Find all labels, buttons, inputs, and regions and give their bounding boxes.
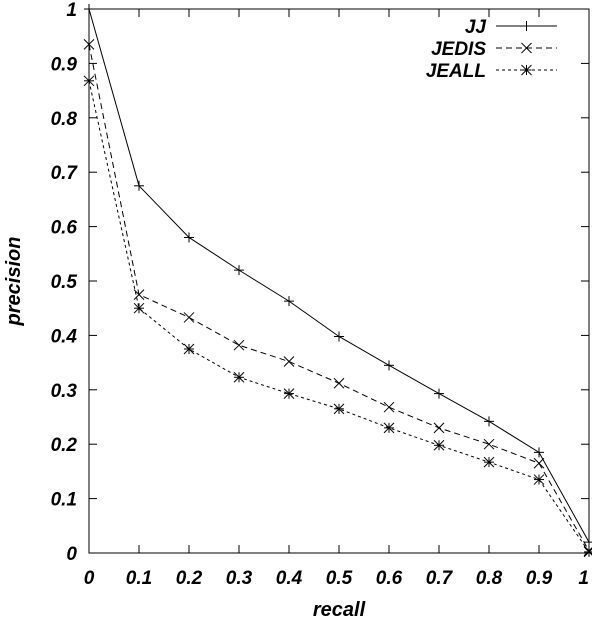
y-tick-label: 0.7 — [51, 163, 79, 184]
x-axis-title: recall — [313, 599, 366, 618]
data-point-jj — [234, 265, 244, 276]
y-tick-label: 0.5 — [51, 272, 78, 293]
series-jedis — [83, 39, 592, 557]
y-tick-label: 0.9 — [51, 54, 78, 75]
data-point-jedis — [333, 377, 345, 389]
legend-marker — [521, 64, 532, 76]
data-point-jeall — [583, 546, 592, 558]
data-point-jj — [134, 180, 144, 191]
data-point-jj — [384, 360, 394, 371]
data-point-jeall — [83, 75, 95, 87]
y-tick-label: 0.6 — [51, 218, 78, 239]
data-point-jedis — [183, 312, 195, 323]
legend-item-jj: JJ — [465, 17, 557, 38]
legend-label: JEALL — [426, 61, 486, 82]
x-tick-label: 0.5 — [326, 568, 353, 589]
legend-item-jedis: JEDIS — [431, 39, 557, 60]
data-point-jj — [534, 447, 544, 458]
data-point-jj — [84, 4, 94, 14]
data-point-jedis — [533, 457, 545, 469]
legend-marker — [521, 42, 532, 54]
data-point-jeall — [133, 302, 145, 314]
x-tick-label: 0.1 — [126, 568, 152, 589]
x-tick-label: 0.8 — [476, 568, 503, 589]
legend-label: JEDIS — [431, 39, 486, 60]
x-tick-label: 0.4 — [276, 568, 303, 589]
data-point-jeall — [383, 422, 395, 434]
y-tick-label: 0.2 — [51, 435, 78, 456]
data-point-jj — [184, 232, 194, 243]
data-point-jeall — [333, 403, 345, 415]
series-line-jj — [88, 8, 590, 543]
data-point-jj — [584, 537, 592, 548]
data-point-jeall — [433, 439, 445, 451]
legend-label: JJ — [465, 17, 487, 38]
x-tick-label: 0.7 — [426, 568, 454, 589]
y-tick-label: 0.3 — [51, 381, 78, 402]
data-point-jedis — [233, 339, 245, 351]
y-tick-label: 0.1 — [51, 490, 77, 511]
data-point-jeall — [533, 474, 545, 485]
data-point-jedis — [133, 289, 145, 300]
series-jeall — [83, 75, 592, 558]
x-tick-label: 0.2 — [176, 568, 203, 589]
y-tick-label: 0.4 — [51, 326, 78, 347]
x-tick-label: 0.3 — [226, 568, 253, 589]
x-tick-label: 1 — [578, 568, 589, 589]
data-point-jedis — [433, 422, 445, 434]
x-tick-label: 0.6 — [376, 568, 403, 589]
data-point-jedis — [83, 39, 95, 50]
ticks-layer: 0 0.1 0.2 0.3 0.4 0.5 0.6 0.7 0.8 0.9 1 0 0.1 0.2 0.3 0… — [51, 0, 590, 589]
y-axis-title: precision — [3, 237, 25, 327]
data-point-jj — [484, 416, 494, 427]
data-point-jj — [434, 388, 444, 399]
data-point-jedis — [383, 401, 395, 413]
legend-item-jeall: JEALL — [426, 61, 557, 82]
data-point-jedis — [483, 438, 495, 450]
series-line-jedis — [88, 44, 590, 552]
legend-marker — [521, 21, 532, 31]
x-tick-label: 0 — [84, 568, 95, 589]
y-tick-label: 0.8 — [51, 109, 78, 130]
data-point-jj — [334, 331, 344, 342]
data-point-jj — [284, 296, 294, 307]
series-layer — [83, 4, 592, 558]
data-point-jedis — [283, 356, 295, 367]
data-point-jeall — [283, 388, 295, 399]
y-tick-label: 0 — [66, 544, 77, 565]
data-point-jeall — [233, 371, 245, 383]
y-tick-label: 1 — [66, 0, 77, 21]
series-jj — [84, 4, 592, 548]
plot-frame — [88, 8, 590, 554]
data-point-jeall — [183, 343, 195, 355]
series-line-jeall — [88, 80, 590, 553]
data-point-jeall — [483, 456, 495, 468]
x-tick-label: 0.9 — [526, 568, 553, 589]
